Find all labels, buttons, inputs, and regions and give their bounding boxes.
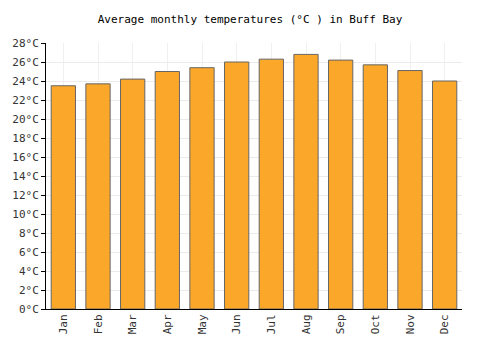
svg-text:4°C: 4°C	[19, 265, 39, 278]
svg-text:Jun: Jun	[230, 314, 243, 334]
svg-text:6°C: 6°C	[19, 246, 39, 259]
svg-text:Nov: Nov	[404, 314, 417, 334]
svg-text:Jan: Jan	[57, 314, 70, 334]
svg-text:0°C: 0°C	[19, 303, 39, 316]
svg-text:Dec: Dec	[438, 314, 451, 334]
svg-text:Jul: Jul	[265, 314, 278, 334]
svg-text:Oct: Oct	[369, 314, 382, 334]
svg-text:May: May	[196, 314, 209, 334]
svg-text:16°C: 16°C	[12, 151, 39, 164]
svg-text:24°C: 24°C	[12, 75, 39, 88]
svg-text:Mar: Mar	[126, 314, 139, 334]
svg-text:Aug: Aug	[300, 314, 313, 334]
svg-text:Feb: Feb	[92, 314, 105, 334]
svg-text:2°C: 2°C	[19, 284, 39, 297]
svg-text:26°C: 26°C	[12, 56, 39, 69]
svg-text:8°C: 8°C	[19, 227, 39, 240]
svg-text:Sep: Sep	[334, 314, 347, 334]
svg-text:12°C: 12°C	[12, 189, 39, 202]
svg-text:20°C: 20°C	[12, 113, 39, 126]
svg-text:14°C: 14°C	[12, 170, 39, 183]
svg-text:Average monthly temperatures (: Average monthly temperatures (°C ) in Bu…	[98, 13, 403, 26]
svg-text:10°C: 10°C	[12, 208, 39, 221]
svg-text:Apr: Apr	[161, 314, 174, 334]
svg-text:18°C: 18°C	[12, 132, 39, 145]
svg-text:22°C: 22°C	[12, 94, 39, 107]
svg-text:28°C: 28°C	[12, 37, 39, 50]
